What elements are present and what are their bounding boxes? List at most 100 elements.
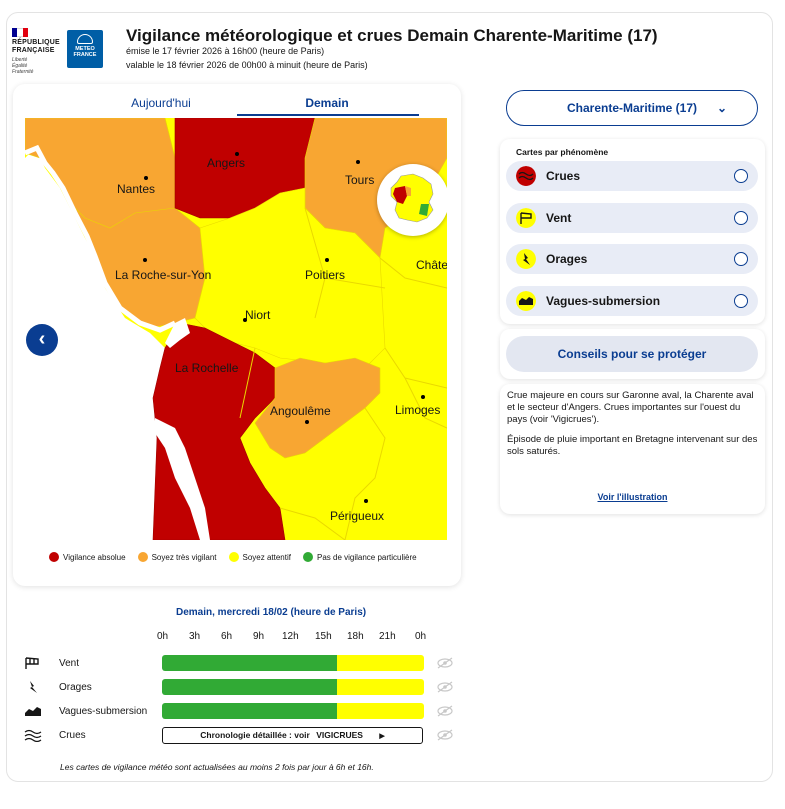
legend-dot-red [49, 552, 59, 562]
phenomenon-item-vagues[interactable]: Vagues-submersion [506, 286, 758, 316]
play-arrow-icon: ▶ [379, 733, 385, 740]
vigicrues-brand: VIGICRUES [316, 730, 363, 740]
city-niort: Niort [245, 308, 271, 322]
dept-border-lines [239, 207, 447, 540]
legend-dot-yellow [228, 552, 239, 562]
legend-item-yellow: Soyez attentif [228, 552, 291, 562]
phenomena-card: Cartes par phénomène Crues Vent Orages V… [500, 139, 765, 324]
advice-button[interactable]: Conseils pour se protéger [506, 336, 758, 372]
waves-icon [516, 291, 536, 311]
wind-icon [516, 208, 536, 228]
radio-vagues[interactable] [734, 294, 748, 308]
coast-inlet-2 [155, 418, 210, 540]
flood-icon [24, 729, 42, 742]
legend-item-red: Vigilance absolue [49, 552, 126, 562]
timeline-bar-orages[interactable] [162, 679, 424, 695]
france-outline-icon [390, 173, 434, 223]
city-dot-angers [235, 152, 239, 156]
vigicrues-link-prefix: Chronologie détaillée : voir [200, 730, 310, 740]
timeline-segment-green [162, 703, 337, 719]
meteo-france-mark-icon [77, 34, 93, 44]
timeline-label-crues: Crues [59, 730, 86, 741]
tab-tomorrow[interactable]: Demain [305, 96, 349, 110]
department-select-value: Charente-Maritime (17) [566, 101, 698, 115]
lightning-icon [516, 249, 536, 269]
region-loire-atlantique [25, 118, 176, 229]
timeline-segment-yellow [336, 703, 424, 719]
timeline-hour: 18h [347, 631, 364, 642]
city-tours: Tours [345, 173, 375, 187]
city-dot-niort [243, 318, 247, 322]
radio-vent[interactable] [734, 211, 748, 225]
timeline-segment-green [162, 679, 337, 695]
legend-item-orange: Soyez très vigilant [137, 552, 217, 562]
department-select[interactable]: Charente-Maritime (17) ⌄ [506, 90, 758, 126]
republique-line-1: RÉPUBLIQUE [12, 39, 60, 46]
city-dot-nantes [144, 176, 148, 180]
chevron-left-icon: ‹ [38, 328, 46, 350]
eye-off-icon[interactable] [436, 705, 454, 717]
eye-off-icon[interactable] [436, 681, 454, 693]
radio-orages[interactable] [734, 252, 748, 266]
motto-2: Égalité [12, 63, 28, 69]
phenomenon-item-orages[interactable]: Orages [506, 244, 758, 274]
wind-icon [25, 657, 39, 669]
timeline-hour: 9h [253, 631, 265, 642]
map-legend: Vigilance absolue Soyez très vigilant So… [49, 552, 417, 562]
timeline-bar-vagues[interactable] [162, 703, 424, 719]
timeline-title: Demain, mercredi 18/02 (heure de Paris) [176, 607, 367, 618]
vigilance-map[interactable]: Angers Tours Nantes La Roche-sur-Yon Poi… [25, 118, 447, 540]
coastline-north [25, 144, 177, 333]
meteo-logo-line-2: FRANCE [73, 52, 97, 58]
phenomenon-label-vagues: Vagues-submersion [546, 294, 661, 308]
flood-icon [516, 166, 536, 186]
motto-1: Liberté [12, 57, 28, 63]
legend-label-orange: Soyez très vigilant [151, 552, 217, 562]
phenomenon-item-vent[interactable]: Vent [506, 203, 758, 233]
map-regions [25, 118, 447, 540]
radio-crues[interactable] [734, 169, 748, 183]
timeline-label-orages: Orages [59, 682, 92, 693]
timeline-bar-vent[interactable] [162, 655, 424, 671]
city-chateauroux: Châte [416, 258, 447, 272]
city-nantes: Nantes [117, 182, 156, 196]
chevron-down-icon: ⌄ [716, 101, 727, 115]
active-tab-indicator [237, 114, 419, 116]
legend-item-green: Pas de vigilance particulière [302, 552, 417, 562]
phenomena-heading: Cartes par phénomène [516, 147, 609, 157]
mini-france-map[interactable] [377, 164, 447, 236]
day-tabs: Aujourd'hui Demain [13, 84, 461, 116]
french-flag-icon [12, 28, 28, 37]
vigicrues-link[interactable]: Chronologie détaillée : voir VIGICRUES ▶ [162, 727, 423, 744]
republique-francaise-logo: RÉPUBLIQUE FRANÇAISE Liberté Égalité Fra… [12, 28, 62, 75]
phenomenon-label-crues: Crues [546, 169, 581, 183]
motto-3: Fraternité [12, 69, 34, 75]
city-angouleme: Angoulême [270, 404, 331, 418]
previous-map-button[interactable]: ‹ [26, 324, 58, 356]
timeline-segment-yellow [336, 679, 424, 695]
eye-off-icon[interactable] [436, 657, 454, 669]
eye-off-icon[interactable] [436, 729, 454, 741]
valid-date: valable le 18 février 2026 de 00h00 à mi… [126, 60, 368, 70]
issued-date: émise le 17 février 2026 à 16h00 (heure … [126, 46, 325, 56]
timeline-segment-green [162, 655, 337, 671]
phenomenon-label-vent: Vent [546, 211, 572, 225]
meteo-france-logo[interactable]: METEO FRANCE [67, 30, 103, 68]
city-la-rochelle: La Rochelle [175, 361, 239, 375]
illustration-link[interactable]: Voir l'illustration [597, 492, 668, 502]
city-la-roche-sur-yon: La Roche-sur-Yon [115, 268, 212, 282]
legend-dot-orange [137, 552, 148, 562]
city-dot-la-roche-sur-yon [143, 258, 147, 262]
waves-icon [25, 707, 41, 716]
city-angers: Angers [207, 156, 246, 170]
legend-dot-green [302, 552, 313, 562]
phenomenon-label-orages: Orages [546, 252, 588, 266]
region-charente [254, 357, 381, 459]
map-card: Aujourd'hui Demain Angers Tours [13, 84, 461, 586]
bulletin-paragraph-1: Crue majeure en cours sur Garonne aval, … [507, 390, 754, 425]
meteo-logo-line-1: METEO [75, 46, 95, 52]
phenomenon-item-crues[interactable]: Crues [506, 161, 758, 191]
timeline-hour: 21h [379, 631, 396, 642]
timeline-label-vent: Vent [59, 658, 80, 669]
tab-today[interactable]: Aujourd'hui [131, 96, 191, 110]
